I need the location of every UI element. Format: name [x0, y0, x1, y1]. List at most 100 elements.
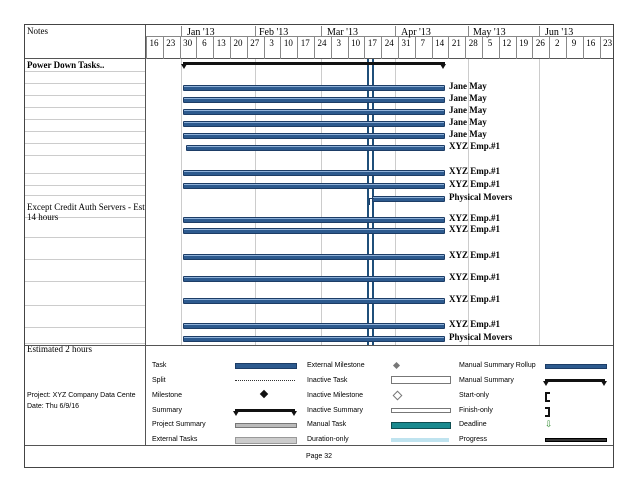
month-tick: [468, 26, 469, 36]
row-line: [25, 95, 145, 96]
task-bar[interactable]: [183, 323, 445, 329]
legend-inactive-milestone-label: Inactive Milestone: [307, 392, 364, 399]
legend-summary-symbol: [235, 409, 295, 412]
day-tick: [549, 37, 551, 59]
legend-external-milestone-label: External Milestone: [307, 362, 365, 369]
summary-bar[interactable]: [183, 62, 445, 65]
day-tick: [146, 37, 147, 59]
day-tick: [599, 37, 601, 59]
day-label: 10: [351, 38, 361, 48]
month-label: Jan '13: [187, 27, 215, 38]
day-tick: [431, 37, 433, 59]
row-line: [25, 185, 145, 186]
day-label: 2: [554, 38, 560, 48]
day-tick: [280, 37, 282, 59]
task-bar[interactable]: [183, 170, 445, 176]
task-bar[interactable]: [186, 145, 445, 151]
month-tick: [539, 26, 540, 36]
legend-external-tasks-symbol: [235, 437, 297, 444]
month-tick: [321, 26, 322, 36]
resource-label: Jane May: [449, 93, 487, 103]
day-label: 23: [603, 38, 613, 48]
notes-column-divider: [145, 25, 146, 345]
day-label: 9: [571, 38, 577, 48]
resource-label: XYZ Emp.#1: [449, 250, 501, 260]
task-bar[interactable]: [183, 97, 445, 103]
day-label: 20: [233, 38, 243, 48]
legend-finish-only-label: Finish-only: [459, 407, 493, 414]
row-line: [25, 259, 145, 260]
month-label: Jun '13: [545, 27, 574, 38]
month-divider: [145, 36, 613, 37]
project-name: Project: XYZ Company Data Cente: [27, 392, 136, 399]
day-tick: [515, 37, 517, 59]
task-bar[interactable]: [183, 109, 445, 115]
day-label: 28: [468, 38, 478, 48]
task-bar[interactable]: [183, 254, 445, 260]
task-bar[interactable]: [183, 183, 445, 189]
day-tick: [448, 37, 450, 59]
task-bar[interactable]: [183, 228, 445, 234]
status-date-line: [372, 59, 374, 345]
resource-label: XYZ Emp.#1: [449, 166, 501, 176]
task-bar[interactable]: [372, 196, 445, 202]
legend-milestone-symbol: [259, 389, 269, 399]
row-line: [25, 155, 145, 156]
day-tick: [162, 37, 164, 59]
month-label: Apr '13: [401, 27, 431, 38]
day-label: 24: [384, 38, 394, 48]
task-bar[interactable]: [183, 121, 445, 127]
grid-line: [255, 59, 256, 345]
day-tick: [330, 37, 332, 59]
grid-line: [321, 59, 322, 345]
month-label: May '13: [473, 27, 506, 38]
day-label: 17: [367, 38, 377, 48]
task-bar[interactable]: [183, 298, 445, 304]
day-tick: [532, 37, 534, 59]
note-text: Except Credit Auth Servers - Est 14 hour…: [27, 202, 145, 222]
day-tick: [314, 37, 315, 59]
day-label: 10: [283, 38, 293, 48]
legend-project-summary-symbol: [235, 423, 297, 428]
row-line: [25, 195, 145, 196]
day-label: 24: [317, 38, 327, 48]
day-label: 19: [519, 38, 529, 48]
day-label: 3: [269, 38, 274, 48]
resource-label: Jane May: [449, 129, 487, 139]
task-bar[interactable]: [183, 217, 445, 223]
resource-label: Physical Movers: [449, 192, 513, 202]
legend-external-milestone-symbol: [392, 361, 401, 370]
resource-label: XYZ Emp.#1: [449, 272, 501, 282]
resource-label: XYZ Emp.#1: [449, 179, 501, 189]
legend-task-symbol: [235, 363, 297, 369]
summary-end-cap: [440, 64, 446, 69]
row-line: [25, 83, 145, 84]
month-tick: [395, 26, 396, 36]
page-number: Page 32: [305, 453, 333, 460]
month-tick: [181, 26, 182, 36]
legend-divider: [145, 345, 146, 445]
month-tick: [255, 26, 256, 36]
day-tick: [179, 37, 181, 59]
legend-manual-task-label: Manual Task: [307, 421, 347, 428]
day-tick: [246, 37, 248, 59]
day-label: 13: [216, 38, 226, 48]
day-tick: [398, 37, 399, 59]
row-line: [25, 107, 145, 108]
task-bar[interactable]: [183, 85, 445, 91]
month-label: Feb '13: [259, 27, 289, 38]
day-label: 14: [435, 38, 445, 48]
task-bar[interactable]: [183, 336, 445, 342]
day-tick: [482, 37, 483, 59]
day-tick: [465, 37, 467, 59]
row-line: [25, 173, 145, 174]
day-tick: [364, 37, 366, 59]
task-bar[interactable]: [183, 133, 445, 139]
notes-header: Notes: [27, 26, 48, 36]
day-label: 5: [487, 38, 493, 48]
day-label: 31: [401, 38, 411, 48]
task-bar[interactable]: [183, 276, 445, 282]
day-tick: [213, 37, 215, 59]
day-label: 3: [336, 38, 342, 48]
legend-inactive-summary-symbol: [391, 408, 451, 413]
